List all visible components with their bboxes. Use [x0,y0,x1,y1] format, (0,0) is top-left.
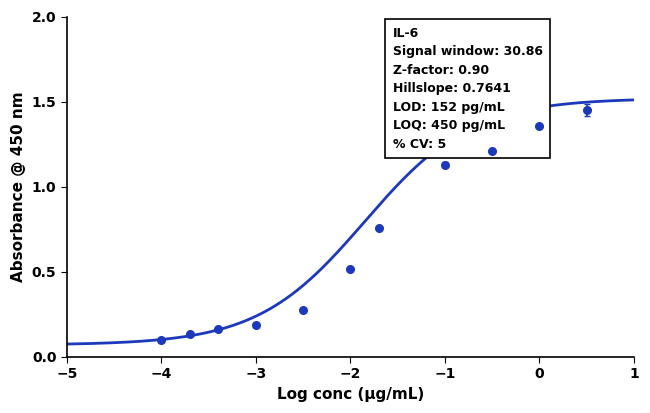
Y-axis label: Absorbance @ 450 nm: Absorbance @ 450 nm [11,91,26,282]
Text: IL-6
Signal window: 30.86
Z-factor: 0.90
Hillslope: 0.7641
LOD: 152 pg/mL
LOQ: 4: IL-6 Signal window: 30.86 Z-factor: 0.90… [393,27,543,151]
X-axis label: Log conc (μg/mL): Log conc (μg/mL) [277,387,424,402]
